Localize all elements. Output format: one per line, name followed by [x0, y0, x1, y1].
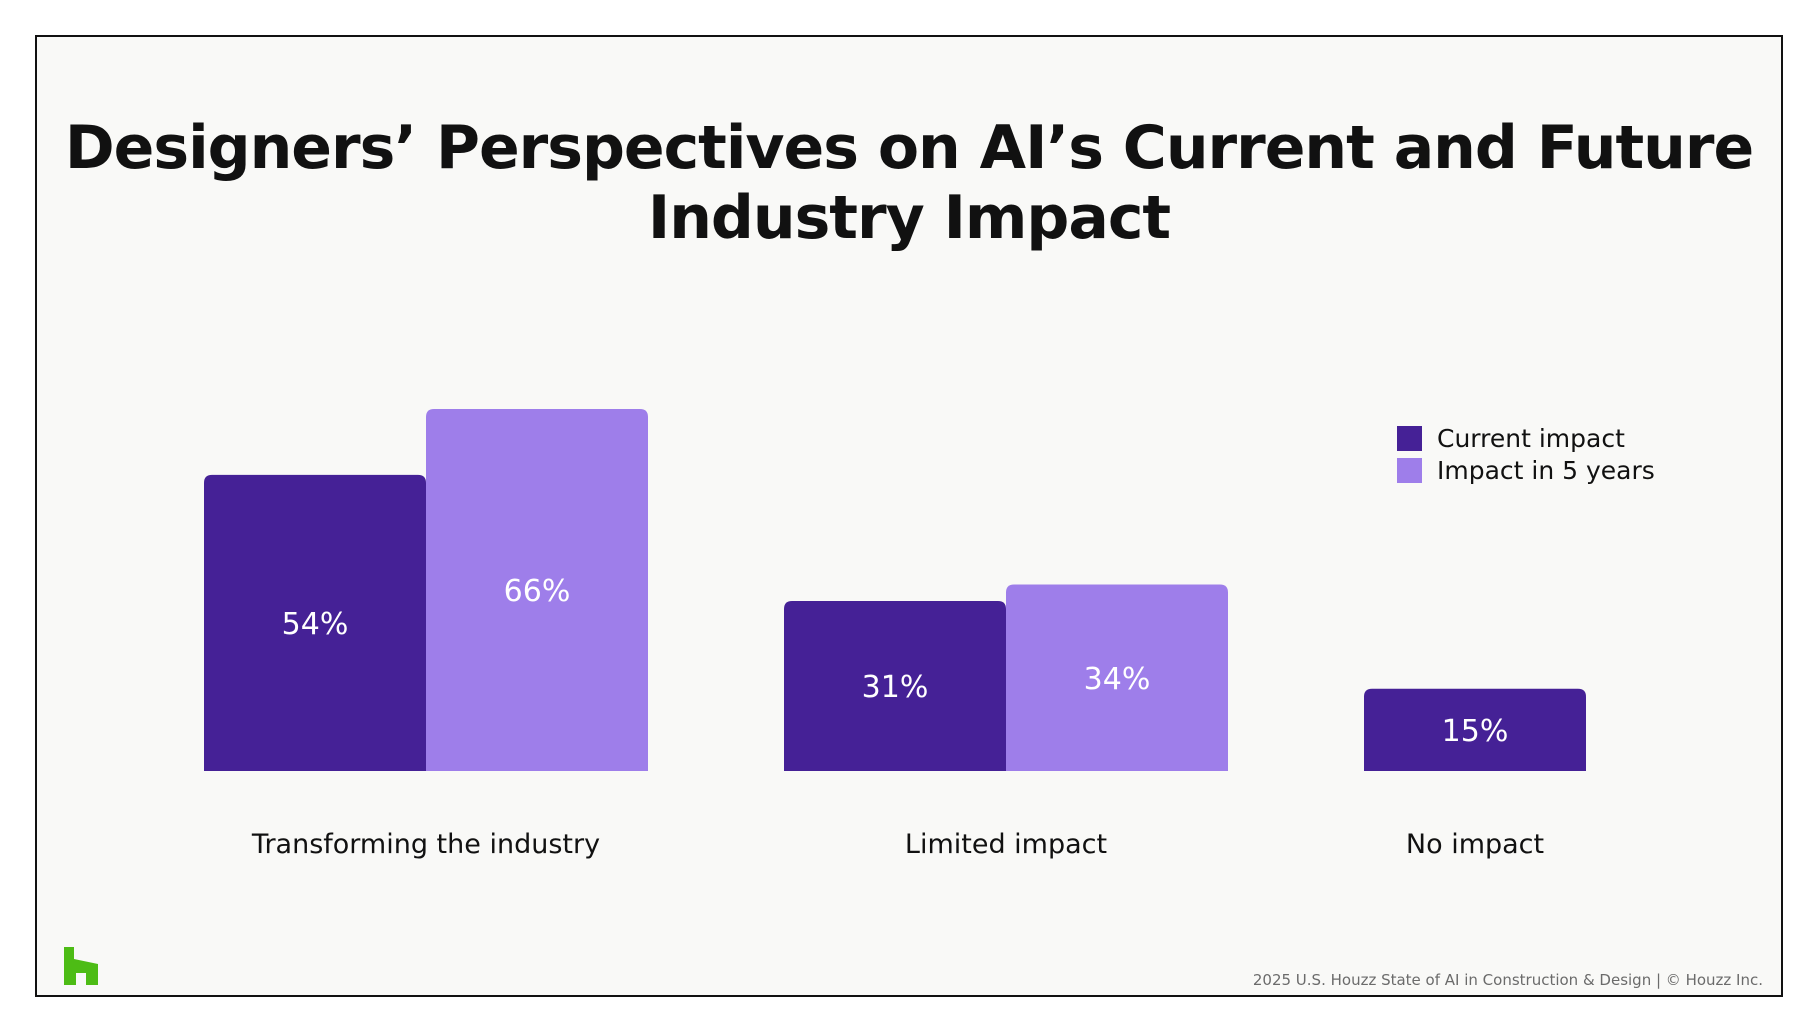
- footer-credit: 2025 U.S. Houzz State of AI in Construct…: [1252, 971, 1763, 989]
- legend-item-current: Current impact: [1397, 422, 1655, 454]
- bar-value-label-current-0: 54%: [282, 607, 349, 642]
- chart-legend: Current impact Impact in 5 years: [1397, 422, 1655, 486]
- bar-value-label-current-1: 31%: [862, 670, 929, 705]
- category-label-1: Limited impact: [905, 829, 1107, 860]
- bar-chart: 54% 66% Transforming the industry 31% 34% Lim…: [204, 409, 1586, 860]
- legend-swatch-future: [1397, 457, 1422, 483]
- bar-current-1: [784, 600, 1006, 771]
- bar-current-2: [1364, 688, 1586, 771]
- houzz-logo-icon: [64, 947, 98, 985]
- legend-label-current: Current impact: [1437, 423, 1625, 453]
- chart-title: Designers’ Perspectives on AI’s Current …: [64, 113, 1754, 253]
- bar-value-label-future-0: 66%: [504, 574, 571, 609]
- slide-frame: Designers’ Perspectives on AI’s Current …: [35, 35, 1783, 997]
- legend-item-future: Impact in 5 years: [1397, 454, 1655, 486]
- bar-current-0: [204, 474, 426, 771]
- bar-value-label-future-1: 34%: [1084, 662, 1151, 697]
- bar-future-1: [1006, 584, 1228, 771]
- category-label-2: No impact: [1406, 829, 1544, 860]
- bar-value-label-current-2: 15%: [1442, 714, 1509, 749]
- bar-future-0: [426, 409, 648, 771]
- category-label-0: Transforming the industry: [251, 829, 600, 860]
- legend-swatch-current: [1397, 425, 1422, 451]
- legend-label-future: Impact in 5 years: [1437, 455, 1655, 485]
